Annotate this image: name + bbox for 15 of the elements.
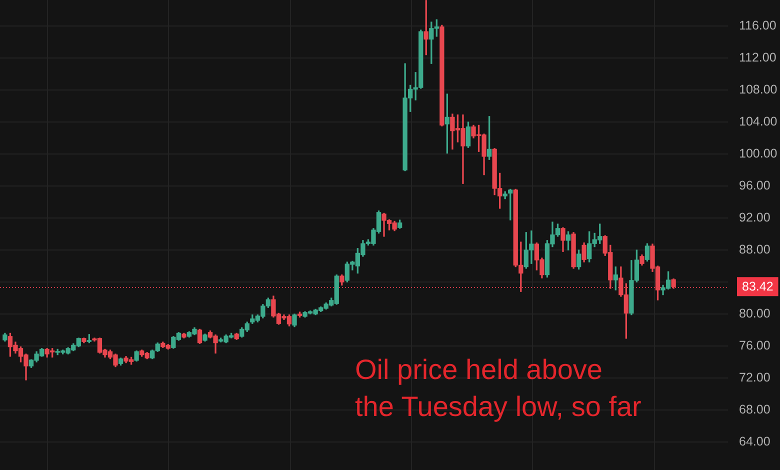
y-tick-label: 72.00 [739, 370, 770, 384]
ref-line-label: 83.42 [742, 280, 774, 294]
y-tick-label: 64.00 [739, 434, 770, 448]
y-tick-label: 116.00 [739, 18, 776, 32]
y-tick-label: 68.00 [739, 402, 770, 416]
y-tick-label: 104.00 [739, 114, 778, 128]
y-tick-label: 108.00 [739, 82, 778, 96]
y-tick-label: 96.00 [739, 178, 770, 192]
y-tick-label: 100.00 [739, 146, 778, 160]
y-tick-label: 80.00 [739, 306, 770, 320]
y-tick-label: 76.00 [739, 338, 770, 352]
y-tick-label: 88.00 [739, 242, 770, 256]
y-tick-label: 112.00 [739, 50, 776, 64]
y-tick-label: 92.00 [739, 210, 770, 224]
annotation: Oil price held above the Tuesday low, so far [355, 353, 642, 424]
